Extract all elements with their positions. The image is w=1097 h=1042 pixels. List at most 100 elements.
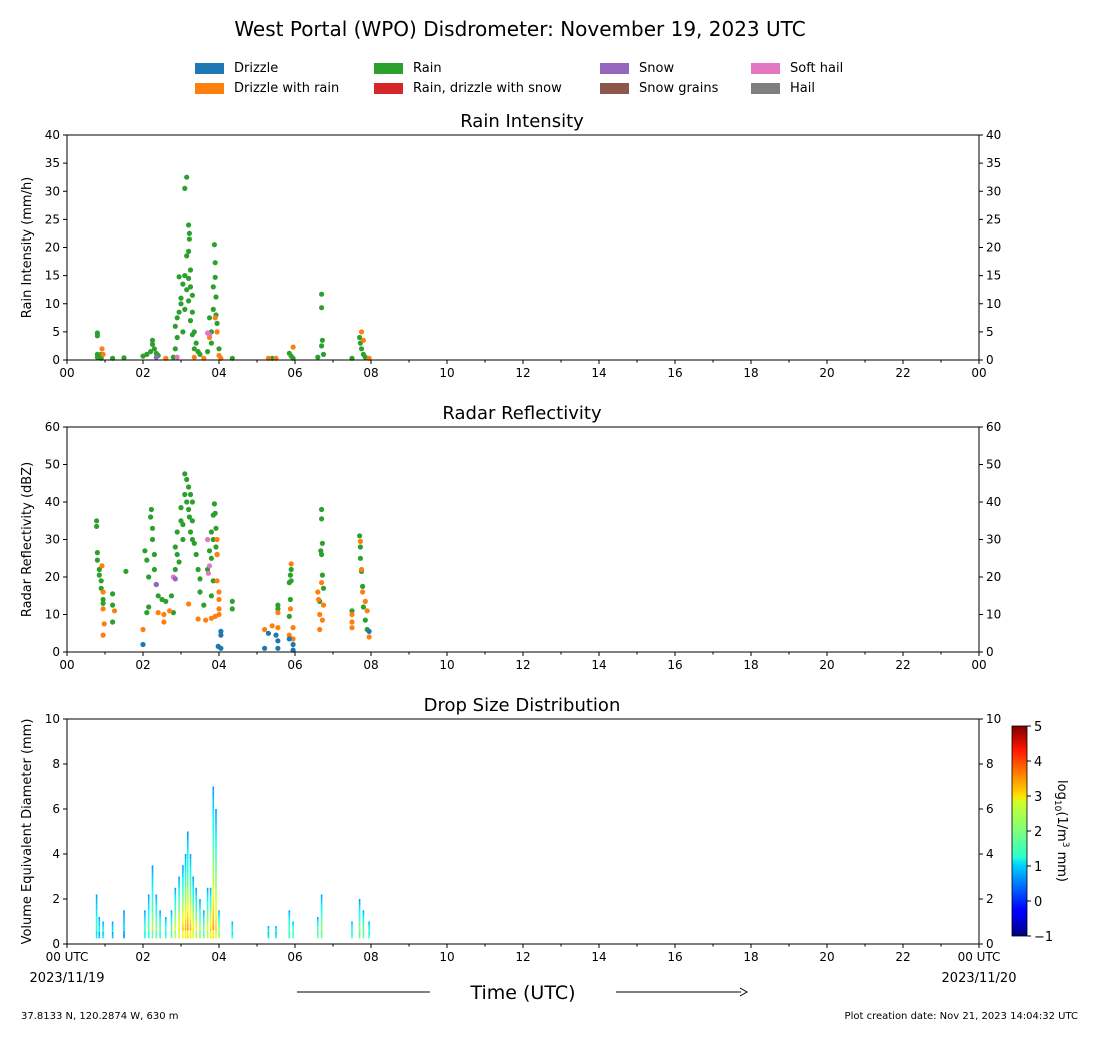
dsd-cell xyxy=(95,911,98,914)
dsd-cell xyxy=(209,897,212,901)
dsd-cell xyxy=(195,887,197,891)
dsd-cell xyxy=(187,876,189,880)
dsd-cell xyxy=(189,867,192,870)
dsd-cell xyxy=(159,912,161,915)
point-rain xyxy=(174,315,180,321)
dsd-cell xyxy=(215,817,217,820)
point-rain xyxy=(189,499,195,505)
dsd-cell xyxy=(362,919,365,922)
dsd-cell xyxy=(192,899,194,903)
dsd-cell xyxy=(184,906,187,910)
dsd-cell xyxy=(184,914,187,918)
point-drizzle xyxy=(286,636,292,642)
point-rain xyxy=(197,576,203,582)
dsd-cell xyxy=(184,877,187,881)
dsd-cell xyxy=(151,894,154,897)
dsd-cell xyxy=(192,912,194,916)
dsd-cell xyxy=(212,916,215,920)
point-rain xyxy=(186,298,192,304)
dsd-cell xyxy=(178,935,180,939)
dsd-cell xyxy=(195,910,197,913)
point-drizzle-with-rain xyxy=(100,351,106,357)
point-drizzle-with-rain xyxy=(212,315,218,321)
point-rain xyxy=(186,514,192,520)
dsd-cell xyxy=(212,857,215,860)
point-drizzle-with-rain xyxy=(214,578,220,584)
point-rain xyxy=(144,610,150,616)
dsd-cell xyxy=(184,917,187,920)
dsd-cell xyxy=(170,919,173,922)
dsd-cell xyxy=(358,913,361,917)
dsd-cell xyxy=(362,917,365,920)
dsd-cell xyxy=(267,934,270,937)
x-tick-label: 06 xyxy=(287,658,302,672)
dsd-cell xyxy=(288,929,291,932)
dsd-cell xyxy=(182,899,184,902)
x-tick-label: 00 xyxy=(971,366,986,380)
dsd-cell xyxy=(151,883,154,887)
dsd-cell xyxy=(123,914,125,918)
dsd-cell xyxy=(189,869,192,873)
point-soft-hail xyxy=(205,330,211,336)
dsd-cell xyxy=(151,907,154,910)
dsd-cell xyxy=(155,926,158,929)
dsd-cell xyxy=(165,932,167,935)
x-tick-label: 08 xyxy=(363,950,378,964)
dsd-cell xyxy=(170,931,173,934)
dsd-cell xyxy=(95,896,98,900)
dsd-cell xyxy=(123,917,125,920)
dsd-cell xyxy=(111,923,114,926)
end-date: 2023/11/20 xyxy=(942,971,1017,986)
dsd-cell xyxy=(187,860,189,864)
point-rain xyxy=(315,354,321,360)
point-drizzle-with-rain xyxy=(214,551,220,558)
dsd-cell xyxy=(195,905,197,908)
dsd-cell xyxy=(155,918,158,922)
dsd-cell xyxy=(358,935,361,939)
dsd-cell xyxy=(189,877,192,881)
dsd-cell xyxy=(218,931,220,934)
dsd-cell xyxy=(189,896,192,899)
dsd-cell xyxy=(317,919,319,922)
dsd-cell xyxy=(123,910,125,913)
x-tick-label: 04 xyxy=(211,366,226,380)
dsd-cell xyxy=(215,897,217,901)
y-tick-label: 0 xyxy=(52,937,60,951)
dsd-cell xyxy=(192,876,194,880)
dsd-cell xyxy=(212,870,215,874)
dsd-cell xyxy=(288,931,291,934)
dsd-cell xyxy=(209,890,212,893)
dsd-cell xyxy=(184,854,187,857)
dsd-cell xyxy=(351,932,353,935)
dsd-cell xyxy=(215,914,217,917)
dsd-cell xyxy=(187,887,189,891)
dsd-cell xyxy=(358,901,361,904)
y-tick-label: 0 xyxy=(52,645,60,659)
dsd-cell xyxy=(320,911,323,914)
point-rain xyxy=(360,583,366,590)
dsd-cell xyxy=(192,886,194,890)
point-rain xyxy=(180,329,186,335)
dsd-cell xyxy=(155,906,158,910)
dsd-cell xyxy=(199,928,201,931)
point-rain xyxy=(176,309,182,315)
dsd-cell xyxy=(178,928,180,931)
dsd-cell xyxy=(144,933,146,936)
dsd-cell xyxy=(178,930,180,934)
dsd-cell xyxy=(189,930,192,934)
dsd-cell xyxy=(159,933,161,936)
dsd-cell xyxy=(209,920,212,924)
point-rain xyxy=(197,589,203,595)
x-tick-label: 06 xyxy=(287,366,302,380)
point-rain xyxy=(110,619,116,625)
dsd-cell xyxy=(275,926,277,929)
point-rain xyxy=(184,499,190,505)
y-tick-label-right: 60 xyxy=(986,420,1001,434)
dsd-cell xyxy=(98,932,101,935)
legend-label: Drizzle xyxy=(234,61,279,76)
dsd-cell xyxy=(184,930,187,934)
point-rain xyxy=(178,295,184,301)
dsd-cell xyxy=(199,921,201,924)
dsd-cell xyxy=(184,927,187,931)
dsd-cell xyxy=(174,928,177,931)
